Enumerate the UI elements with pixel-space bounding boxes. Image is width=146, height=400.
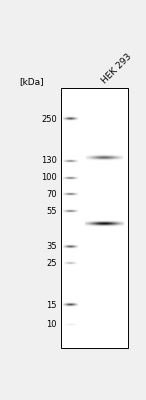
Text: HEK 293: HEK 293 (100, 52, 134, 85)
Text: 70: 70 (46, 190, 57, 199)
Text: 25: 25 (46, 259, 57, 268)
Text: 130: 130 (41, 156, 57, 166)
Text: [kDa]: [kDa] (19, 78, 44, 86)
Text: 250: 250 (41, 115, 57, 124)
Text: 55: 55 (46, 207, 57, 216)
Text: 35: 35 (46, 242, 57, 251)
Text: 100: 100 (41, 173, 57, 182)
Text: 10: 10 (46, 320, 57, 329)
Text: 15: 15 (46, 301, 57, 310)
Bar (61, 88, 128, 348)
